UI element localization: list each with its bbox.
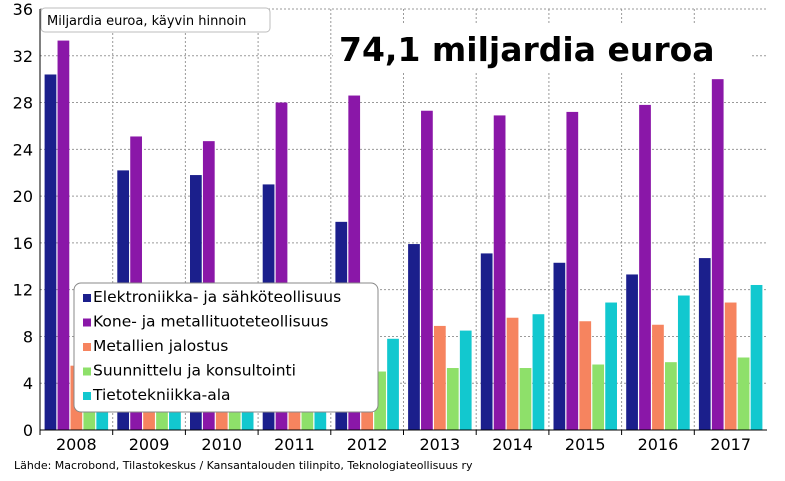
x-tick-label: 2015 (565, 435, 606, 454)
x-tick-label: 2011 (274, 435, 315, 454)
legend-label: Kone- ja metallituoteteollisuus (93, 313, 328, 331)
bar-2-2016 (639, 104, 651, 431)
headline-box: 74,1 miljardia euroa (333, 25, 751, 71)
x-tick-label: 2013 (419, 435, 460, 454)
y-tick-label: 16 (13, 234, 33, 253)
legend-label: Metallien jalostus (93, 337, 228, 355)
bar-4-2012 (374, 371, 386, 430)
y-tick-label: 8 (23, 327, 33, 346)
y-tick-label: 36 (13, 0, 33, 19)
bar-3-2014 (506, 317, 519, 430)
x-tick-label: 2008 (56, 435, 97, 454)
legend-swatch (83, 367, 91, 376)
y-tick-label: 24 (13, 140, 33, 159)
bar-5-2012 (387, 338, 399, 430)
bar-5-2015 (605, 302, 617, 430)
x-tick-label: 2010 (201, 435, 242, 454)
bar-5-2017 (750, 284, 763, 430)
x-tick-label: 2012 (347, 435, 388, 454)
bar-2-2008 (57, 40, 70, 430)
legend-swatch (83, 343, 91, 351)
bar-1-2014 (480, 253, 493, 430)
legend-label: Elektroniikka- ja sähköteollisuus (93, 288, 341, 306)
bar-2-2014 (493, 115, 506, 431)
headline: 74,1 miljardia euroa (339, 30, 715, 69)
y-tick-label: 12 (13, 281, 33, 300)
x-tick-label: 2017 (710, 435, 751, 454)
bar-2-2011 (275, 102, 288, 431)
legend: Elektroniikka- ja sähköteollisuus Kone- j… (73, 282, 379, 413)
legend-swatch (83, 294, 91, 302)
bar-2-2015 (566, 111, 579, 431)
bar-2-2012 (348, 95, 361, 431)
bar-1-2013 (408, 244, 420, 430)
y-tick-label: 28 (13, 94, 33, 113)
y-axis-ticks: 0 4 8 12 16 20 24 28 32 36 (13, 0, 33, 440)
y-tick-label: 4 (23, 374, 33, 393)
legend-swatch (83, 392, 91, 400)
bar-3-2016 (652, 324, 664, 430)
legend-label: Suunnittelu ja konsultointi (93, 362, 296, 380)
y-tick-label: 32 (13, 47, 33, 66)
x-axis-ticks: 2008 2009 2010 2011 2012 2013 2014 2015 2016 2017 (39, 430, 751, 454)
bar-1-2008 (44, 74, 57, 430)
bar-1-2015 (553, 262, 566, 430)
legend-box (73, 282, 379, 413)
legend-label: Tietotekniikka-ala (92, 386, 231, 404)
bar-4-2013 (446, 368, 459, 430)
x-tick-label: 2009 (129, 435, 170, 454)
bar-3-2013 (433, 325, 446, 430)
bar-4-2016 (665, 362, 677, 430)
bar-2-2013 (421, 110, 433, 430)
bar-4-2017 (737, 357, 750, 430)
bar-3-2017 (724, 302, 737, 430)
bar-5-2014 (532, 314, 545, 430)
unit-label-box: Miljardia euroa, käyvin hinnoin (40, 7, 271, 33)
bar-1-2017 (698, 258, 711, 430)
source-note: Lähde: Macrobond, Tilastokeskus / Kansan… (14, 459, 473, 472)
y-tick-label: 20 (13, 187, 33, 206)
x-tick-label: 2014 (492, 435, 533, 454)
unit-label: Miljardia euroa, käyvin hinnoin (47, 14, 246, 29)
x-tick-label: 2016 (638, 435, 679, 454)
bar-3-2015 (579, 321, 592, 430)
bar-4-2014 (519, 368, 532, 430)
legend-swatch (83, 318, 91, 327)
bar-2-2017 (711, 79, 724, 431)
bar-5-2016 (677, 295, 690, 430)
bar-5-2013 (459, 330, 472, 430)
y-tick-label: 0 (23, 421, 33, 440)
bar-1-2016 (626, 274, 638, 430)
bar-4-2015 (592, 364, 605, 430)
